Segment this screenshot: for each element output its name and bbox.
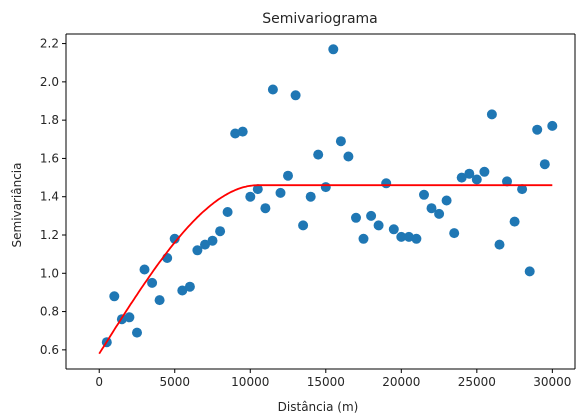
tick-layer: 0 5000 10000 15000 20000 25000 30000 0.6 0.8 1.0 1…: [40, 37, 572, 389]
data-point: [351, 212, 361, 223]
data-point: [509, 216, 520, 227]
y-tick-label: 0.8: [40, 305, 59, 319]
data-point: [184, 281, 195, 292]
data-point: [411, 233, 422, 244]
data-point: [434, 208, 445, 219]
data-point: [456, 172, 467, 183]
data-point: [479, 166, 490, 177]
data-point: [207, 235, 218, 246]
data-point: [313, 149, 324, 160]
data-point: [328, 44, 339, 55]
data-point: [373, 220, 384, 231]
data-point: [524, 266, 535, 277]
data-point: [320, 182, 331, 193]
data-point: [388, 224, 399, 235]
data-point: [230, 128, 241, 139]
data-point: [245, 191, 256, 202]
data-point: [109, 291, 120, 302]
y-tick-label: 2.0: [40, 75, 59, 89]
data-point: [494, 239, 505, 250]
data-point: [396, 231, 407, 242]
data-point: [124, 312, 135, 323]
data-point: [139, 264, 150, 275]
x-tick-label: 20000: [382, 375, 420, 389]
data-point: [200, 239, 210, 250]
data-point: [252, 184, 263, 195]
data-point: [471, 174, 482, 185]
y-tick-label: 1.2: [40, 228, 59, 242]
data-point: [275, 187, 286, 198]
x-tick-label: 15000: [307, 375, 345, 389]
data-point: [267, 84, 278, 95]
data-point: [283, 170, 293, 181]
data-point: [449, 228, 460, 239]
data-point: [502, 176, 512, 187]
data-point: [539, 159, 550, 170]
x-tick-label: 0: [95, 375, 103, 389]
data-point: [441, 195, 452, 206]
data-point: [426, 203, 437, 214]
plot-layer: [65, 33, 576, 370]
data-point: [154, 295, 165, 306]
data-point: [335, 136, 346, 147]
data-point: [547, 120, 558, 131]
data-point: [222, 207, 233, 217]
x-tick-label: 5000: [159, 375, 190, 389]
y-tick-label: 1.0: [40, 266, 59, 280]
data-point: [532, 124, 543, 135]
x-axis-label: Distância (m): [278, 400, 359, 414]
data-point: [169, 233, 180, 244]
data-point: [366, 210, 377, 221]
data-point: [132, 327, 142, 338]
data-point: [343, 151, 354, 162]
data-point: [192, 245, 203, 256]
x-tick-label: 10000: [231, 375, 269, 389]
model-fit-line: [98, 184, 553, 355]
x-tick-label: 25000: [458, 375, 496, 389]
data-point: [419, 189, 429, 200]
y-tick-label: 1.6: [40, 151, 59, 165]
data-point: [381, 178, 392, 189]
x-tick-label: 30000: [533, 375, 571, 389]
data-point: [177, 285, 188, 296]
data-point: [298, 220, 309, 231]
data-point: [403, 231, 414, 242]
y-tick-label: 1.8: [40, 113, 59, 127]
data-point: [215, 226, 226, 237]
data-point: [237, 126, 248, 137]
y-axis-label: Semivariância: [10, 163, 24, 248]
chart-title: Semivariograma: [262, 11, 378, 27]
y-tick-label: 2.2: [40, 37, 59, 51]
data-point: [290, 90, 301, 101]
y-tick-label: 0.6: [40, 343, 59, 357]
data-point: [486, 109, 497, 120]
data-point: [260, 203, 271, 214]
data-point: [358, 233, 369, 244]
data-point: [305, 191, 316, 202]
data-point: [147, 277, 158, 288]
data-point: [517, 184, 528, 195]
y-tick-label: 1.4: [40, 190, 59, 204]
data-point: [464, 168, 475, 179]
